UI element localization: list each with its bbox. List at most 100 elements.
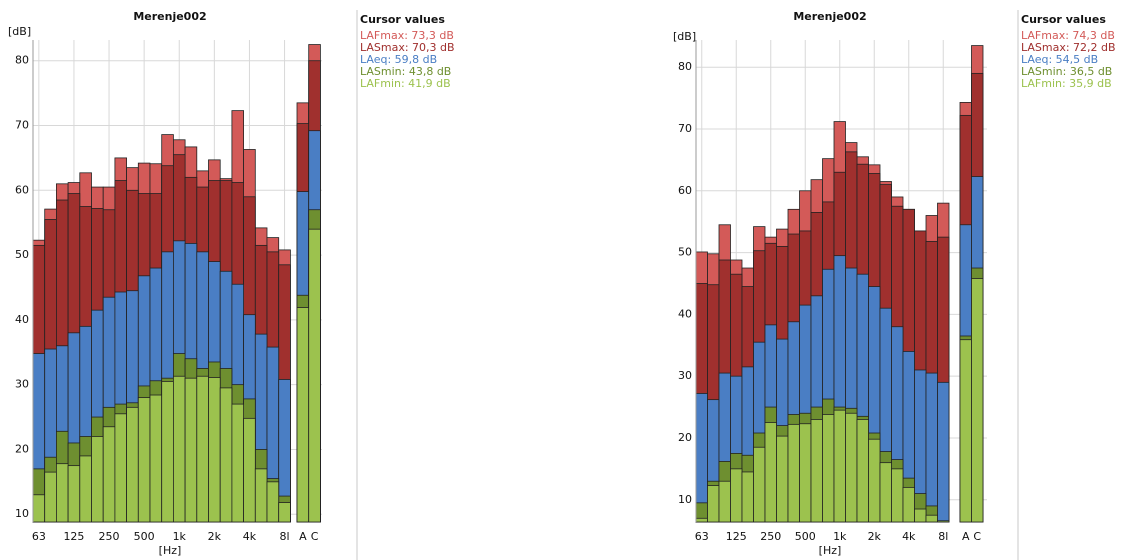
bar <box>91 436 104 523</box>
y-axis-label: [dB] <box>673 30 696 43</box>
x-tick-label: 63 <box>32 530 46 543</box>
bar <box>695 517 708 523</box>
bar <box>149 394 163 523</box>
x-tick-label: 63 <box>695 530 709 543</box>
bar <box>254 468 268 523</box>
x-tick-label: 1k <box>173 530 187 543</box>
bar <box>67 465 81 523</box>
y-tick-label: 10 <box>15 507 29 520</box>
chart-title: Merenje002 <box>793 10 866 23</box>
bar <box>753 446 766 523</box>
x-tick-label: 8l <box>938 530 948 543</box>
bar <box>231 403 244 523</box>
bar <box>56 463 69 523</box>
bar <box>741 471 754 523</box>
y-tick-label: 10 <box>678 493 692 506</box>
bar <box>891 468 904 523</box>
bar <box>707 485 720 523</box>
x-tick-label: 1k <box>833 530 847 543</box>
bar <box>810 419 823 523</box>
legend-entry: LAFmin: 41,9 dB <box>360 77 451 90</box>
y-tick-label: 40 <box>678 307 692 320</box>
bar <box>833 409 846 523</box>
x-tick-label: 125 <box>63 530 84 543</box>
bar <box>44 471 57 523</box>
bar <box>208 377 221 523</box>
bar <box>822 414 835 523</box>
bar <box>32 494 46 523</box>
x-tick-label: 2k <box>208 530 222 543</box>
bar <box>959 339 972 523</box>
x-axis-label: [Hz] <box>819 544 842 557</box>
bar <box>79 455 92 523</box>
bar <box>787 423 800 523</box>
legend-entry: LAFmin: 35,9 dB <box>1021 77 1112 90</box>
y-tick-label: 60 <box>678 184 692 197</box>
bar <box>776 435 789 523</box>
bar <box>879 462 892 523</box>
legend-entry: LASmin: 43,8 dB <box>360 65 451 78</box>
bar <box>102 426 116 523</box>
y-tick-label: 30 <box>678 369 692 382</box>
bar <box>764 422 777 523</box>
bar <box>799 423 812 523</box>
bar <box>161 381 174 523</box>
bar <box>856 419 869 523</box>
x-tick-label: 250 <box>99 530 120 543</box>
bar <box>718 480 731 523</box>
bar <box>137 397 151 523</box>
legend-entry: LAeq: 59,8 dB <box>360 53 437 66</box>
x-tick-label: 250 <box>760 530 781 543</box>
y-tick-label: 40 <box>15 313 29 326</box>
x-tick-label: 2k <box>868 530 882 543</box>
bar <box>845 412 858 523</box>
bar <box>243 417 256 523</box>
x-tick-label: A <box>962 530 970 543</box>
bar <box>730 468 743 523</box>
bar <box>219 387 233 523</box>
y-axis-label: [dB] <box>8 25 31 38</box>
legend-entry: LASmin: 36,5 dB <box>1021 65 1112 78</box>
x-axis-label: [Hz] <box>159 544 182 557</box>
y-tick-label: 70 <box>678 122 692 135</box>
bar <box>937 381 950 523</box>
y-tick-label: 80 <box>15 54 29 67</box>
x-tick-label: C <box>973 530 981 543</box>
y-tick-label: 80 <box>678 60 692 73</box>
y-tick-label: 50 <box>15 248 29 261</box>
bar <box>172 375 186 523</box>
bar <box>925 372 938 523</box>
y-tick-label: 20 <box>678 431 692 444</box>
legend-entry: LASmax: 70,3 dB <box>360 41 455 54</box>
bar <box>937 520 950 523</box>
bar <box>196 375 209 523</box>
legend-entry: LAeq: 54,5 dB <box>1021 53 1098 66</box>
legend-entry: LAFmax: 74,3 dB <box>1021 29 1115 42</box>
x-tick-label: 8l <box>280 530 290 543</box>
x-tick-label: C <box>311 530 319 543</box>
bar <box>296 307 310 523</box>
bar <box>902 486 915 523</box>
y-tick-label: 30 <box>15 378 29 391</box>
x-tick-label: 500 <box>795 530 816 543</box>
bar <box>184 377 198 523</box>
bar <box>266 481 280 523</box>
x-tick-label: 500 <box>134 530 155 543</box>
legend-entry: LASmax: 72,2 dB <box>1021 41 1116 54</box>
legend-title: Cursor values <box>1021 13 1106 26</box>
x-tick-label: 125 <box>726 530 747 543</box>
y-tick-label: 20 <box>15 442 29 455</box>
y-tick-label: 70 <box>15 119 29 132</box>
bar <box>278 502 291 523</box>
bar <box>925 514 938 523</box>
x-tick-label: 4k <box>902 530 916 543</box>
x-tick-label: 4k <box>243 530 257 543</box>
chart-title: Merenje002 <box>133 10 206 23</box>
legend-entry: LAFmax: 73,3 dB <box>360 29 454 42</box>
y-tick-label: 50 <box>678 246 692 259</box>
y-tick-label: 60 <box>15 183 29 196</box>
bar <box>126 406 139 523</box>
legend-title: Cursor values <box>360 13 445 26</box>
bar <box>868 438 881 523</box>
